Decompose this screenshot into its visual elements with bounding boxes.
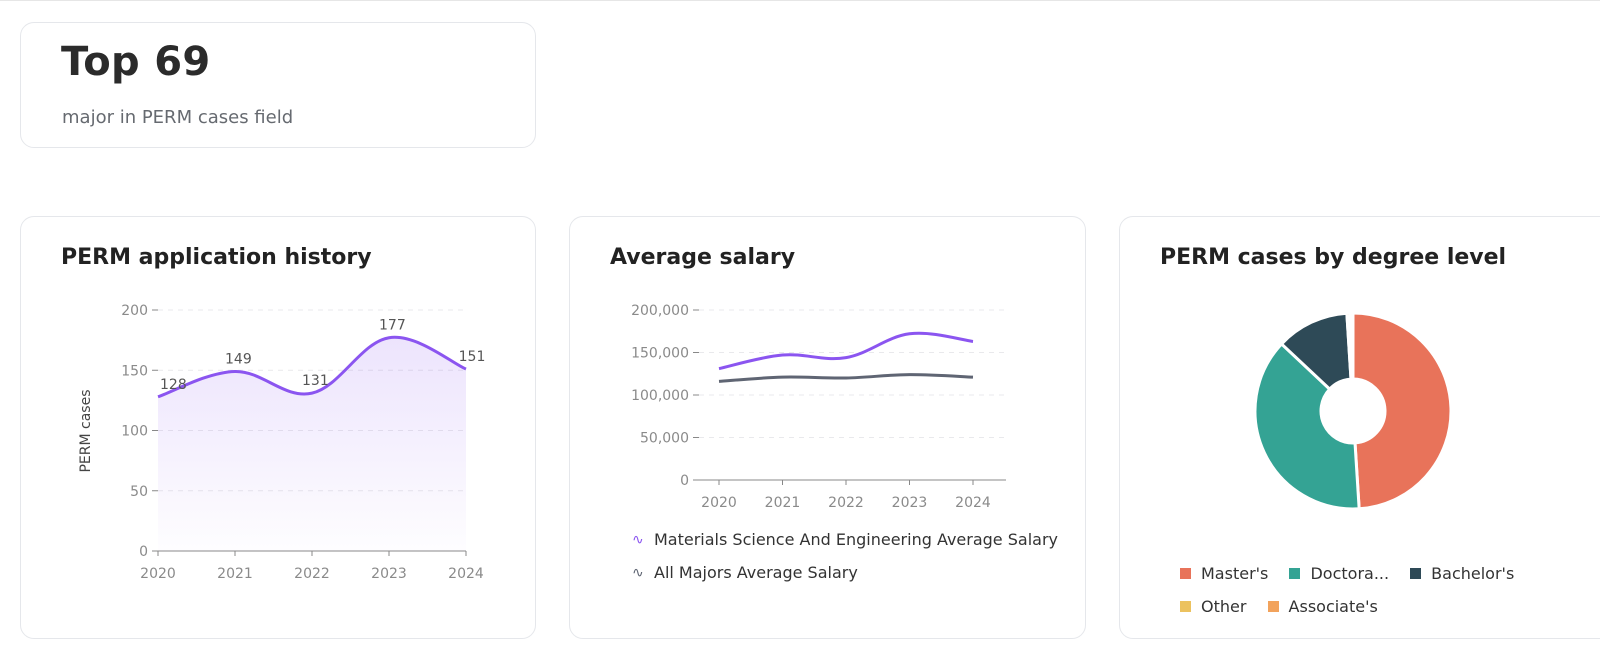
perm-history-chart[interactable]: 0 50 100 150 200 2020 2021 2022 2023 2024 PERM cas… [21, 217, 537, 640]
rank-caption: major in PERM cases field [62, 107, 294, 128]
y-tick-label: 100 [121, 424, 148, 440]
legend-swatch [1267, 601, 1279, 612]
y-tick-label: 50,000 [640, 431, 689, 447]
x-tick-label: 2022 [294, 566, 330, 582]
x-tick-label: 2022 [828, 495, 864, 511]
salary-legend: ∿ Materials Science And Engineering Aver… [632, 523, 1058, 589]
legend-label: Doctora... [1310, 564, 1390, 583]
degree-level-title: PERM cases by degree level [1160, 245, 1507, 270]
degree-legend: Master's Doctora... Bachelor's Other Ass… [1180, 557, 1600, 623]
average-salary-title: Average salary [610, 245, 796, 270]
rank-summary-card: Top 69 major in PERM cases field [20, 22, 536, 148]
legend-item-materials[interactable]: ∿ Materials Science And Engineering Aver… [632, 523, 1058, 556]
data-label: 149 [225, 351, 252, 367]
y-tick-label: 100,000 [631, 388, 689, 404]
data-label: 177 [379, 318, 406, 334]
perm-history-title: PERM application history [61, 245, 372, 270]
perm-history-card: PERM application history 0 50 100 150 200 202… [20, 216, 536, 639]
legend-label: Bachelor's [1431, 564, 1515, 583]
legend-label: Materials Science And Engineering Averag… [654, 530, 1058, 549]
average-salary-chart[interactable]: 0 50,000 100,000 150,000 200,000 2020 2021 2022… [570, 217, 1087, 640]
legend-swatch [1180, 601, 1191, 612]
legend-swatch [1289, 568, 1301, 579]
legend-line-icon: ∿ [632, 531, 644, 548]
y-tick-label: 200 [121, 303, 148, 319]
series-line-0 [718, 331, 974, 371]
legend-swatch [1410, 568, 1422, 579]
legend-label: Other [1201, 597, 1247, 616]
legend-line-icon: ∿ [632, 564, 644, 581]
y-tick-label: 0 [139, 544, 148, 560]
x-tick-label: 2023 [892, 495, 928, 511]
data-label: 151 [459, 349, 486, 365]
average-salary-card: Average salary 0 50,000 100,000 150,000 200,… [569, 216, 1086, 639]
legend-swatch [1180, 568, 1191, 579]
data-label: 128 [160, 377, 187, 393]
legend-label: All Majors Average Salary [654, 563, 858, 582]
x-tick-label: 2020 [701, 495, 737, 511]
x-tick-label: 2023 [371, 566, 407, 582]
legend-item-other[interactable]: Other [1180, 590, 1246, 623]
legend-item-masters[interactable]: Master's [1180, 557, 1268, 590]
pie-slice[interactable] [1253, 342, 1361, 511]
area-fill [158, 337, 466, 551]
series-line [157, 335, 467, 399]
x-tick-label: 2024 [448, 566, 484, 582]
y-axis-label: PERM cases [78, 389, 94, 472]
data-label: 131 [302, 373, 329, 389]
legend-label: Associate's [1288, 597, 1378, 616]
rank-value: Top 69 [61, 39, 211, 85]
top-divider [0, 0, 1600, 1]
pie-slice[interactable] [1351, 311, 1453, 511]
legend-label: Master's [1201, 564, 1269, 583]
x-tick-label: 2021 [217, 566, 253, 582]
series-line-1 [718, 373, 974, 383]
y-tick-label: 0 [680, 473, 689, 489]
x-tick-label: 2020 [140, 566, 176, 582]
legend-item-all-majors[interactable]: ∿ All Majors Average Salary [632, 556, 1058, 589]
x-tick-label: 2024 [955, 495, 991, 511]
degree-level-chart[interactable] [1120, 217, 1600, 640]
y-tick-label: 50 [130, 484, 148, 500]
legend-item-doctorate[interactable]: Doctora... [1289, 557, 1389, 590]
legend-item-bachelors[interactable]: Bachelor's [1410, 557, 1514, 590]
y-tick-label: 150 [121, 363, 148, 379]
legend-item-associates[interactable]: Associate's [1267, 590, 1378, 623]
degree-level-card: PERM cases by degree level Master's Doct… [1119, 216, 1600, 639]
x-tick-label: 2021 [765, 495, 801, 511]
y-tick-label: 150,000 [631, 346, 689, 362]
y-tick-label: 200,000 [631, 303, 689, 319]
pie-slice[interactable] [1348, 311, 1355, 381]
